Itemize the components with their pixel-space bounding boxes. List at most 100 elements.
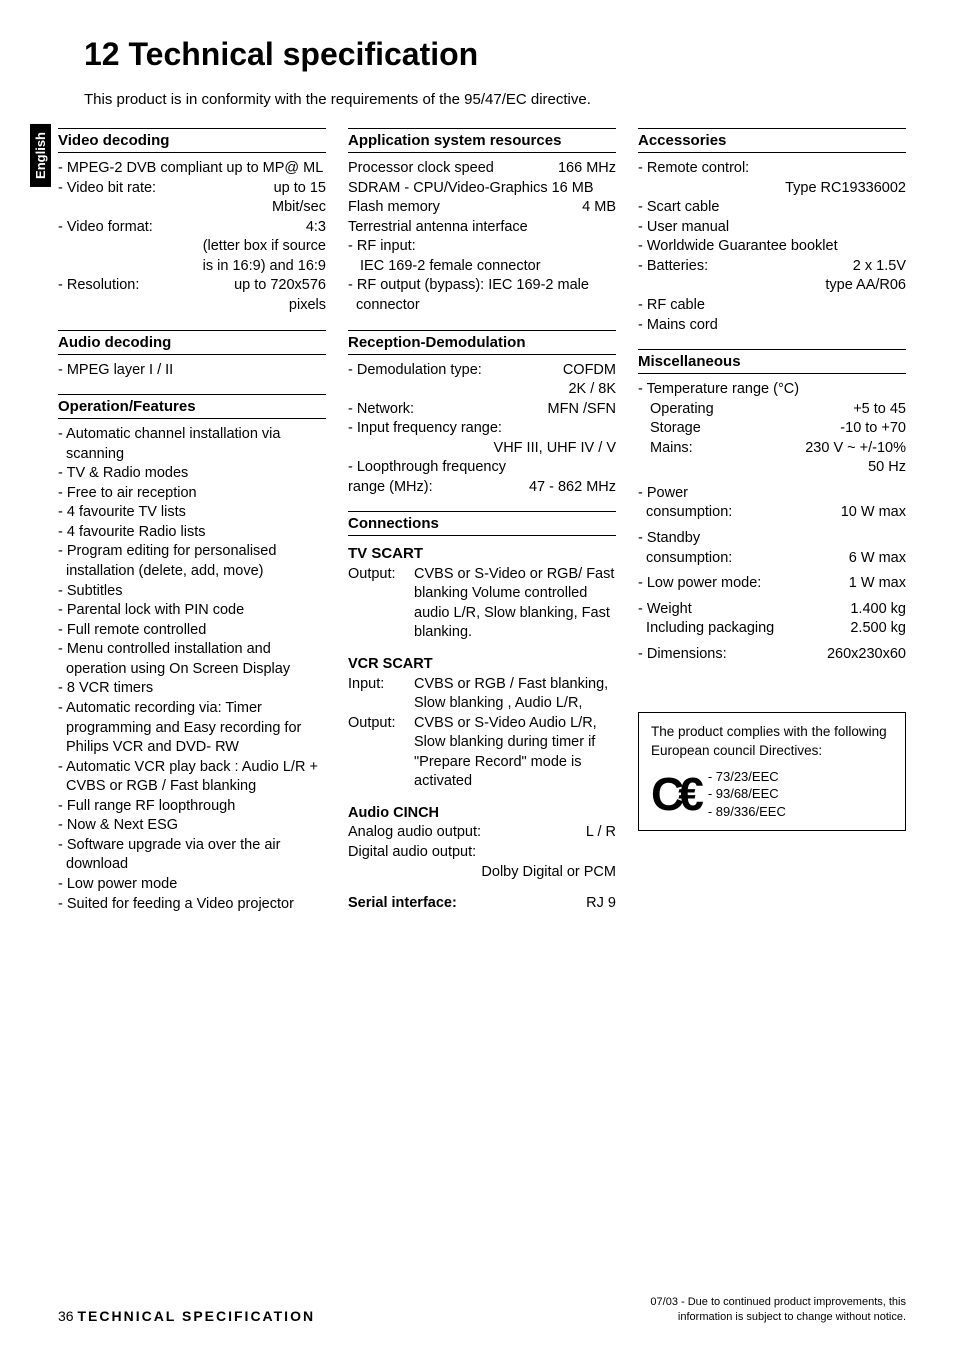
op-item: - Software upgrade via over the air down… — [66, 836, 326, 875]
flash-label: Flash memory — [348, 198, 440, 218]
digital-value: Dolby Digital or PCM — [348, 863, 616, 883]
misc-mains-label: Mains: — [650, 439, 693, 478]
op-item: - Automatic channel installation via sca… — [66, 425, 326, 464]
misc-weight-value: 1.400 kg — [850, 600, 906, 620]
misc-storage-label: Storage — [650, 419, 701, 439]
heading-reception: Reception-Demodulation — [348, 330, 616, 355]
op-item: - Automatic VCR play back : Audio L/R + … — [66, 758, 326, 797]
ifr-value: VHF III, UHF IV / V — [348, 439, 616, 459]
proc-value: 166 MHz — [558, 159, 616, 179]
misc-weight-label: - Weight — [638, 600, 692, 620]
terrestrial: Terrestrial antenna interface — [348, 218, 616, 238]
serial-value: RJ 9 — [586, 894, 616, 914]
misc-lpm-label: - Low power mode: — [638, 574, 761, 594]
tv-scart-head: TV SCART — [348, 544, 616, 564]
misc-power-label: - Power consumption: — [638, 484, 732, 523]
acc-batt-label: - Batteries: — [638, 257, 708, 296]
misc-dim-value: 260x230x60 — [827, 645, 906, 665]
op-item: - Now & Next ESG — [58, 816, 326, 836]
op-item: - 4 favourite Radio lists — [58, 523, 326, 543]
op-item: - Subtitles — [58, 582, 326, 602]
heading-accessories: Accessories — [638, 128, 906, 153]
op-item: - 4 favourite TV lists — [58, 503, 326, 523]
acc-batt-value: 2 x 1.5V type AA/R06 — [825, 257, 906, 296]
op-item: - Low power mode — [58, 875, 326, 895]
ce-compliance-box: The product complies with the following … — [638, 712, 906, 831]
network-value: MFN /SFN — [548, 400, 616, 420]
misc-storage-value: -10 to +70 — [840, 419, 906, 439]
heading-audio-decoding: Audio decoding — [58, 330, 326, 355]
vd-bitrate-label: - Video bit rate: — [58, 179, 156, 218]
heading-misc: Miscellaneous — [638, 349, 906, 374]
op-item: - Full remote controlled — [58, 621, 326, 641]
misc-standby-value: 6 W max — [849, 549, 906, 569]
language-tab: English — [30, 124, 51, 187]
vd-res-value: up to 720x576 pixels — [234, 276, 326, 315]
column-2: Application system resources Processor c… — [348, 124, 616, 924]
ce-directives: - 73/23/EEC - 93/68/EEC - 89/336/EEC — [708, 768, 786, 821]
heading-video-decoding: Video decoding — [58, 128, 326, 153]
flash-value: 4 MB — [582, 198, 616, 218]
demod-label: - Demodulation type: — [348, 361, 482, 400]
vd-format-note: (letter box if source is in 16:9) and 16… — [58, 237, 326, 276]
heading-operation: Operation/Features — [58, 394, 326, 419]
tv-output-value: CVBS or S-Video or RGB/ Fast blanking Vo… — [414, 565, 616, 643]
misc-pkg-value: 2.500 kg — [850, 619, 906, 639]
misc-lpm-value: 1 W max — [849, 574, 906, 594]
proc-label: Processor clock speed — [348, 159, 494, 179]
operation-list: - Automatic channel installation via sca… — [58, 419, 326, 924]
analog-value: L / R — [586, 823, 616, 843]
ad-mpeg-layer: - MPEG layer I / II — [58, 361, 326, 381]
sdram: SDRAM - CPU/Video-Graphics 16 MB — [348, 179, 616, 199]
op-item: - Menu controlled installation and opera… — [66, 640, 326, 679]
op-item: - Suited for feeding a Video projector — [66, 895, 326, 915]
misc-dim-label: - Dimensions: — [638, 645, 727, 665]
op-item: - Full range RF loopthrough — [58, 797, 326, 817]
serial-label: Serial interface: — [348, 894, 457, 914]
vd-format-value: 4:3 — [306, 218, 326, 238]
vcr-output-label: Output: — [348, 714, 414, 792]
demod-value: COFDM 2K / 8K — [563, 361, 616, 400]
ce-text: The product complies with the following … — [651, 723, 893, 759]
vcr-input-value: CVBS or RGB / Fast blanking, Slow blanki… — [414, 675, 616, 714]
network-label: - Network: — [348, 400, 414, 420]
rf-input-sub: IEC 169-2 female connector — [348, 257, 616, 277]
vcr-scart-head: VCR SCART — [348, 655, 616, 675]
column-3: Accessories - Remote control: Type RC193… — [638, 124, 906, 924]
acc-remote-type: Type RC19336002 — [638, 179, 906, 199]
rf-input: - RF input: — [348, 237, 616, 257]
acc-mains: - Mains cord — [638, 316, 906, 336]
op-item: - TV & Radio modes — [58, 464, 326, 484]
acc-scart: - Scart cable — [638, 198, 906, 218]
op-item: - Program editing for personalised insta… — [66, 542, 326, 581]
misc-op-label: Operating — [650, 400, 714, 420]
rf-output: - RF output (bypass): IEC 169-2 male con… — [356, 276, 616, 315]
vcr-input-label: Input: — [348, 675, 414, 714]
audio-cinch-head: Audio CINCH — [348, 804, 616, 824]
analog-label: Analog audio output: — [348, 823, 481, 843]
ifr-label: - Input frequency range: — [348, 419, 616, 439]
op-item: - Free to air reception — [58, 484, 326, 504]
op-item: - 8 VCR timers — [58, 679, 326, 699]
misc-mains-value: 230 V ~ +/-10% 50 Hz — [805, 439, 906, 478]
acc-rfcable: - RF cable — [638, 296, 906, 316]
vd-format-label: - Video format: — [58, 218, 153, 238]
misc-pkg-label: Including packaging — [638, 619, 774, 639]
op-item: - Parental lock with PIN code — [58, 601, 326, 621]
loop-label: - Loopthrough frequency range (MHz): — [348, 458, 508, 497]
heading-connections: Connections — [348, 511, 616, 536]
misc-op-value: +5 to 45 — [853, 400, 906, 420]
ce-mark-icon: C€ — [651, 776, 698, 813]
misc-power-value: 10 W max — [841, 503, 906, 523]
column-1: Video decoding - MPEG-2 DVB compliant up… — [58, 124, 326, 924]
page-number: 36 — [58, 1308, 74, 1324]
intro-text: This product is in conformity with the r… — [84, 91, 906, 108]
tv-output-label: Output: — [348, 565, 414, 643]
misc-temp-head: - Temperature range (°C) — [638, 380, 906, 400]
vd-res-label: - Resolution: — [58, 276, 139, 315]
page-title: 12 Technical specification — [84, 36, 906, 73]
page-content: 12 Technical specification This product … — [0, 0, 954, 944]
heading-app-system: Application system resources — [348, 128, 616, 153]
footer-right: 07/03 - Due to continued product improve… — [650, 1295, 906, 1324]
acc-remote: - Remote control: — [638, 159, 906, 179]
